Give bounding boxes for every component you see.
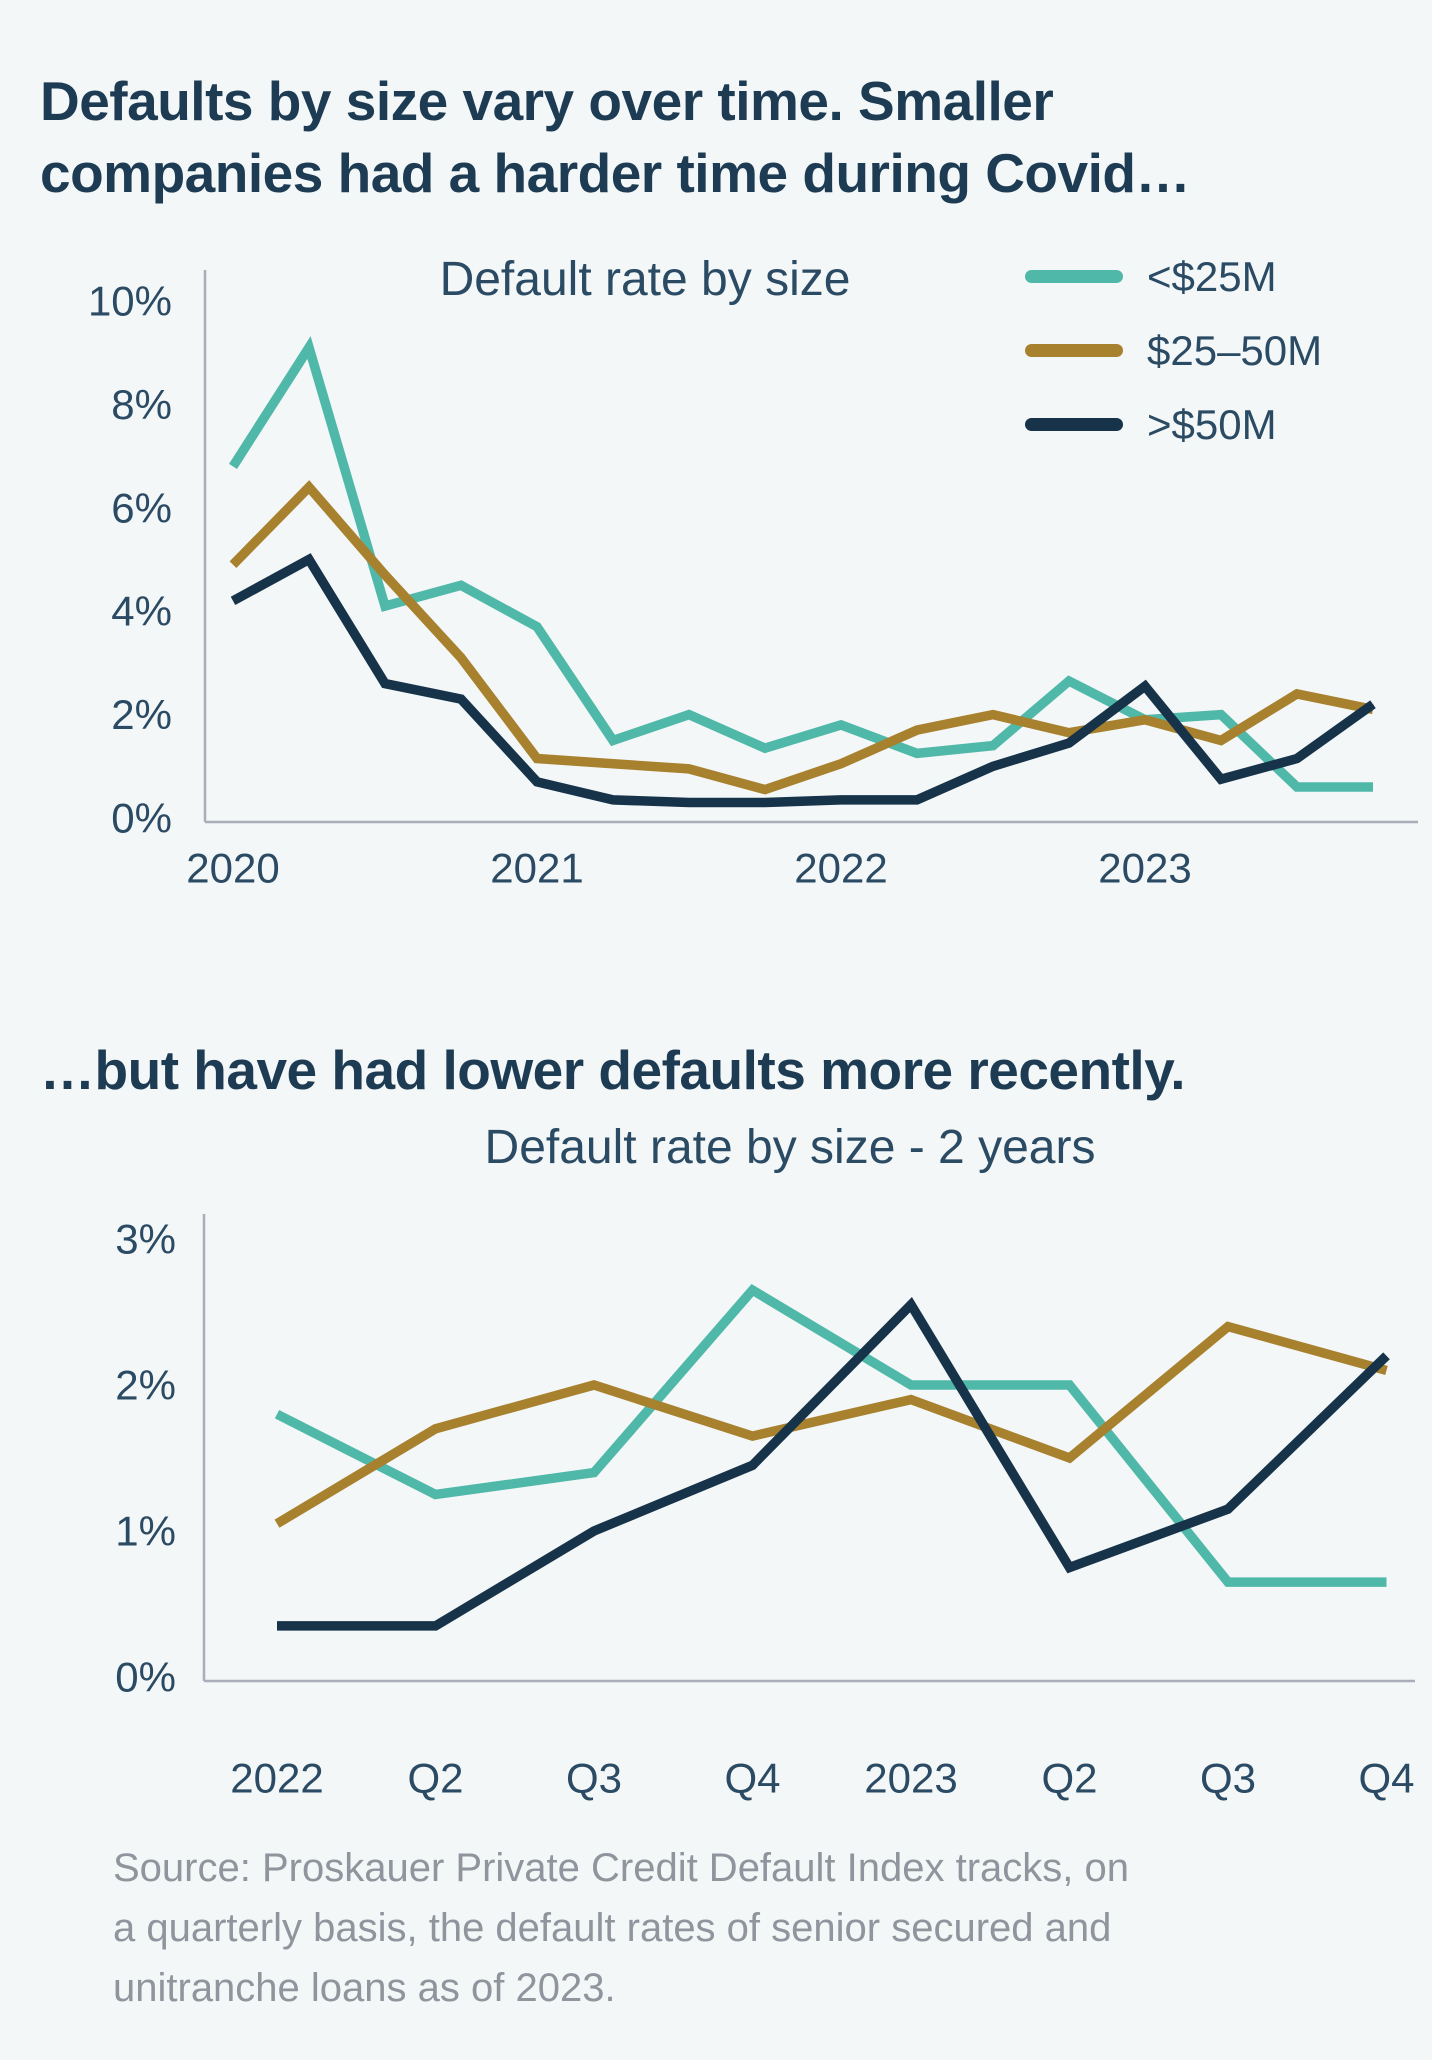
y-tick-label: 1%: [115, 1508, 176, 1555]
x-tick-label: Q3: [566, 1755, 622, 1802]
source-line: Source: Proskauer Private Credit Default…: [113, 1846, 1130, 1890]
y-tick-label: 3%: [115, 1216, 176, 1263]
y-tick-label: 2%: [115, 1362, 176, 1409]
x-tick-label: Q4: [724, 1755, 780, 1802]
x-tick-label: 2022: [794, 845, 887, 892]
x-tick-label: 2023: [1098, 845, 1191, 892]
x-tick-label: 2022: [230, 1755, 323, 1802]
line-gold: [274, 1321, 1388, 1528]
chart1-legend: <$25M $25–50M >$50M: [1025, 252, 1322, 474]
legend-swatch-teal-icon: [1025, 270, 1123, 283]
y-tick-label: 2%: [111, 691, 172, 738]
x-tick-label: Q2: [1041, 1755, 1097, 1802]
y-tick-label: 8%: [111, 381, 172, 428]
line-gold: [229, 480, 1374, 795]
y-tick-label: 6%: [111, 484, 172, 531]
legend-label: <$25M: [1147, 252, 1277, 300]
x-tick-label: 2020: [186, 845, 279, 892]
legend-item-under-25m: <$25M: [1025, 252, 1322, 301]
x-tick-label: 2021: [490, 845, 583, 892]
x-tick-label: 2023: [864, 1755, 957, 1802]
y-tick-label: 0%: [111, 795, 172, 842]
headline-top: Defaults by size vary over time. Smaller…: [40, 69, 1191, 204]
legend-item-25-50m: $25–50M: [1025, 326, 1322, 375]
x-tick-label: Q3: [1200, 1755, 1256, 1802]
legend-label: $25–50M: [1147, 326, 1323, 374]
x-tick-label: Q4: [1358, 1755, 1414, 1802]
headline-mid: …but have had lower defaults more recent…: [40, 1038, 1186, 1101]
source-line: unitranche loans as of 2023.: [113, 1966, 616, 2010]
legend-swatch-navy-icon: [1025, 418, 1123, 431]
line-navy: [230, 553, 1376, 808]
line-navy: [277, 1297, 1390, 1631]
chart2-title: Default rate by size - 2 years: [484, 1121, 1096, 1174]
default-rate-by-size-2-years-chart: 0% 1% 2% 3% 2022 Q2 Q3 Q4 2023 Q2 Q3 Q4: [115, 1214, 1415, 1802]
y-tick-label: 4%: [111, 588, 172, 635]
source-note: Source: Proskauer Private Credit Default…: [113, 1838, 1383, 2018]
legend-label: >$50M: [1147, 400, 1277, 448]
source-line: a quarterly basis, the default rates of …: [113, 1906, 1112, 1950]
default-rate-by-size-chart: 0% 2% 4% 6% 8% 10% 2020 2021 2022 2023: [88, 270, 1418, 892]
y-tick-label: 10%: [88, 278, 172, 325]
line-teal: [228, 336, 1373, 792]
legend-item-over-50m: >$50M: [1025, 400, 1322, 449]
y-tick-label: 0%: [115, 1654, 176, 1701]
chart1-title: Default rate by size: [439, 253, 851, 306]
legend-swatch-gold-icon: [1025, 344, 1123, 357]
line-teal: [274, 1283, 1387, 1587]
x-tick-label: Q2: [407, 1755, 463, 1802]
